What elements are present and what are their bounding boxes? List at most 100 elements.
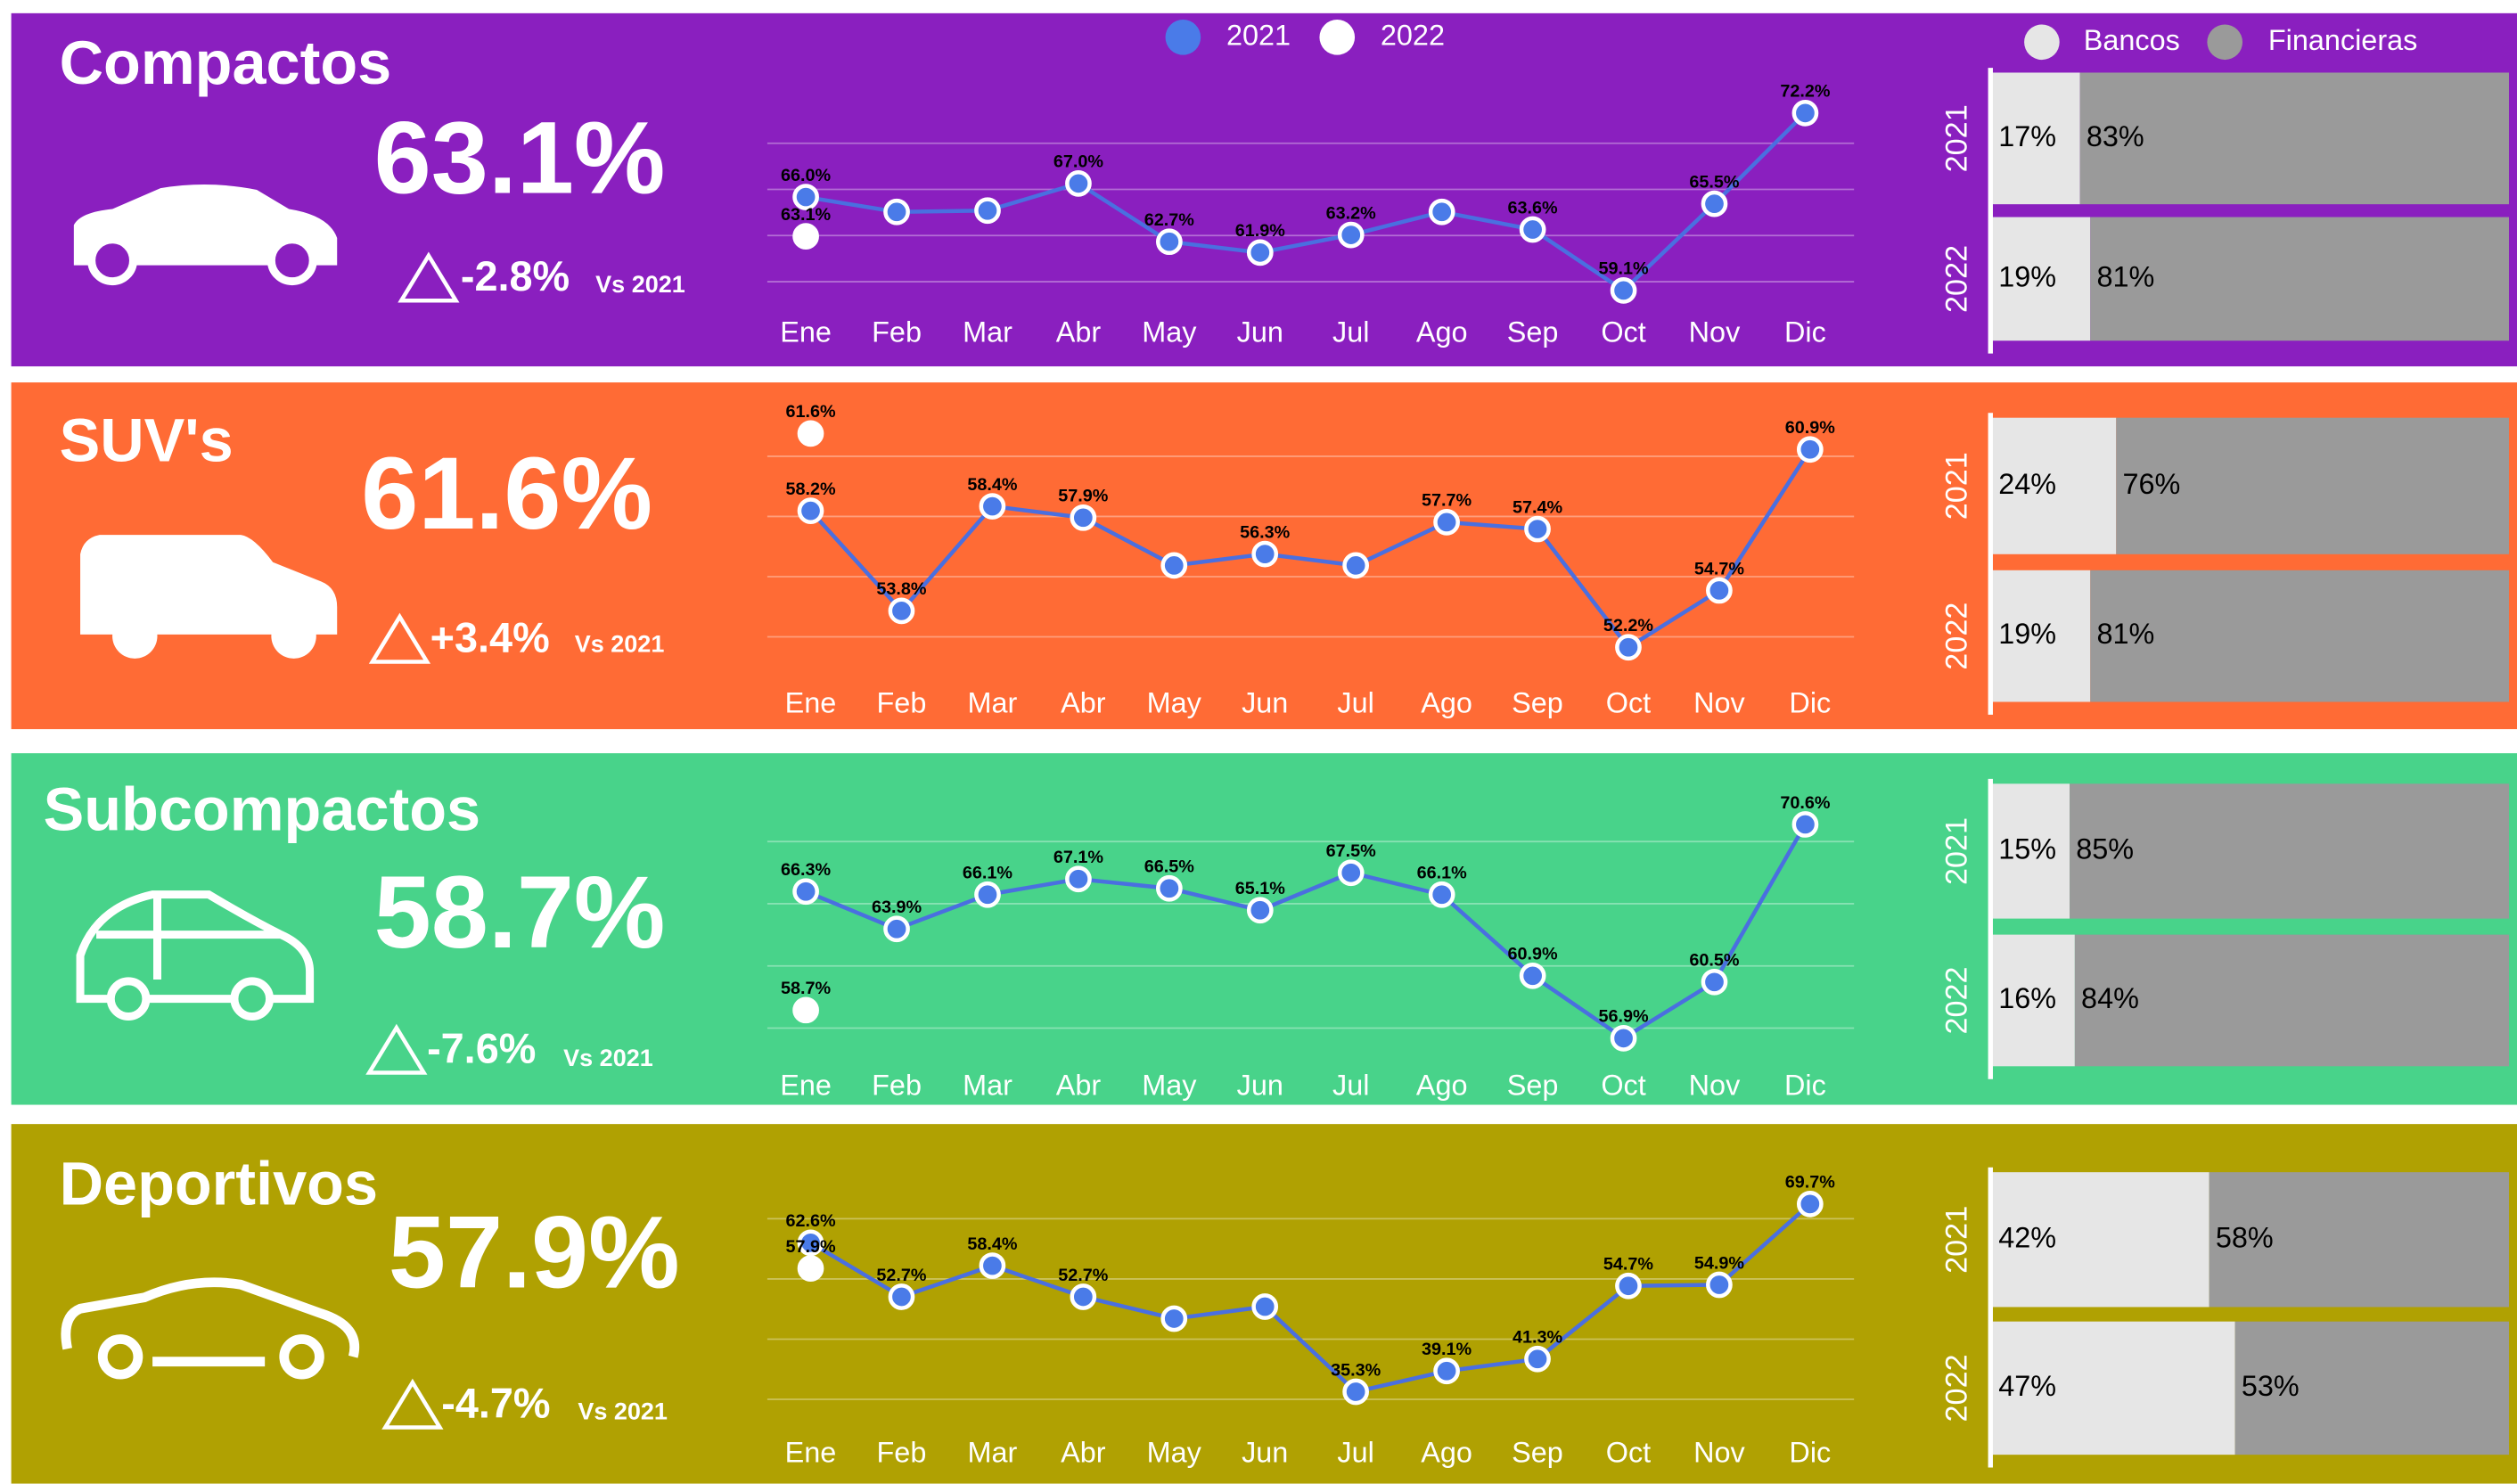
bar-label: 84%: [2081, 982, 2139, 1014]
data-label: 61.6%: [785, 402, 836, 422]
month-label: Dic: [1789, 1437, 1831, 1469]
month-label: Ene: [780, 1069, 832, 1101]
bar-segment: [1992, 217, 2091, 341]
month-label: Sep: [1512, 1437, 1563, 1469]
data-point: [1160, 552, 1188, 579]
month-label: May: [1147, 687, 1202, 719]
data-label: 65.5%: [1689, 172, 1740, 192]
data-point: [1065, 169, 1092, 197]
data-point: [1433, 509, 1460, 536]
delta-triangle: [398, 251, 460, 303]
panel-title: SUV's: [60, 406, 234, 474]
delta-value: -7.6%: [427, 1025, 536, 1071]
delta-value: +3.4%: [430, 614, 550, 660]
data-label: 62.7%: [1144, 210, 1195, 230]
bar-segment: [2079, 72, 2509, 205]
data-label: 69.7%: [1785, 1173, 1836, 1193]
bar-segment: [1992, 417, 2117, 554]
legend-marker: [2024, 24, 2060, 61]
data-point: [1156, 874, 1183, 902]
data-label: 62.6%: [785, 1211, 836, 1231]
data-label: 60.9%: [1508, 945, 1559, 964]
data-point: [1524, 1345, 1551, 1373]
month-label: Jul: [1337, 1437, 1373, 1469]
month-label: Mar: [967, 687, 1017, 719]
data-point: [1156, 228, 1183, 256]
month-label: Ene: [785, 687, 837, 719]
data-point: [1342, 1378, 1370, 1406]
data-point: [1070, 1283, 1097, 1310]
data-label: 54.7%: [1603, 1255, 1654, 1275]
data-point: [888, 597, 915, 625]
month-label: Dic: [1784, 316, 1826, 348]
data-point: [1246, 239, 1274, 266]
month-label: Ago: [1416, 1069, 1468, 1101]
bar-segment: [2234, 1321, 2509, 1455]
data-label: 56.3%: [1240, 522, 1291, 542]
data-label: 65.1%: [1235, 879, 1286, 898]
data-point: [888, 1283, 915, 1310]
month-label: Jun: [1242, 1437, 1288, 1469]
data-label: 53.8%: [876, 579, 927, 599]
bar-label: 19%: [1998, 618, 2056, 650]
bar-segment: [2116, 417, 2509, 554]
month-label: Sep: [1507, 316, 1559, 348]
series-line: [808, 448, 1812, 651]
data-point: [1610, 1024, 1637, 1052]
month-label: Dic: [1784, 1069, 1826, 1101]
data-point: [1791, 811, 1819, 838]
data-label: 61.9%: [1235, 221, 1286, 241]
data-point: [1796, 436, 1824, 463]
data-point: [1796, 1191, 1824, 1218]
month-label: May: [1142, 316, 1197, 348]
month-label: Feb: [872, 316, 922, 348]
bar-segment: [2070, 783, 2509, 919]
wheel: [97, 1334, 143, 1380]
data-point: [1610, 277, 1637, 304]
bar-label: 85%: [2076, 833, 2134, 865]
data-label: 57.9%: [785, 1237, 836, 1257]
data-point: [797, 1229, 824, 1257]
year-label: 2022: [1939, 603, 1973, 670]
series-line: [805, 111, 1808, 293]
month-label: May: [1147, 1437, 1202, 1469]
data-label: 58.4%: [967, 1234, 1018, 1254]
month-label: Mar: [967, 1437, 1017, 1469]
data-label: 58.7%: [781, 979, 832, 998]
kpi-value: 61.6%: [361, 437, 652, 551]
month-label: May: [1142, 1069, 1197, 1101]
month-label: Feb: [877, 1437, 927, 1469]
data-point: [1519, 962, 1546, 989]
data-point: [1160, 1305, 1188, 1332]
bar-segment: [2090, 570, 2509, 702]
data-point: [1337, 221, 1365, 249]
legend-label: 2022: [1381, 19, 1445, 51]
legend-marker: [1319, 20, 1356, 55]
bar-label: 19%: [1998, 260, 2056, 292]
data-label: 52.7%: [1058, 1266, 1109, 1285]
month-label: Oct: [1606, 1437, 1651, 1469]
series-line: [805, 823, 1808, 1041]
month-label: Ene: [780, 316, 832, 348]
data-point: [1706, 1271, 1733, 1299]
wheel: [279, 1334, 324, 1380]
data-label: 58.4%: [967, 475, 1018, 495]
data-label: 63.2%: [1326, 203, 1377, 223]
sports-car-icon: [61, 1277, 359, 1367]
data-label: 60.5%: [1689, 951, 1740, 971]
data-point: [1433, 1357, 1460, 1385]
car-icon: [73, 184, 338, 266]
data-point: [1428, 881, 1455, 908]
bar-segment: [1992, 934, 2075, 1067]
bar-label: 15%: [1998, 833, 2056, 865]
month-label: Nov: [1693, 687, 1745, 719]
data-point: [1428, 198, 1455, 225]
delta-value: -4.7%: [441, 1380, 550, 1426]
year-label: 2022: [1939, 966, 1973, 1034]
data-label: 66.5%: [1144, 857, 1195, 877]
data-point: [797, 1255, 824, 1282]
bar-label: 16%: [1998, 982, 2056, 1014]
year-label: 2021: [1939, 1206, 1973, 1274]
delta-reference: Vs 2021: [563, 1045, 653, 1071]
year-label: 2022: [1939, 245, 1973, 313]
